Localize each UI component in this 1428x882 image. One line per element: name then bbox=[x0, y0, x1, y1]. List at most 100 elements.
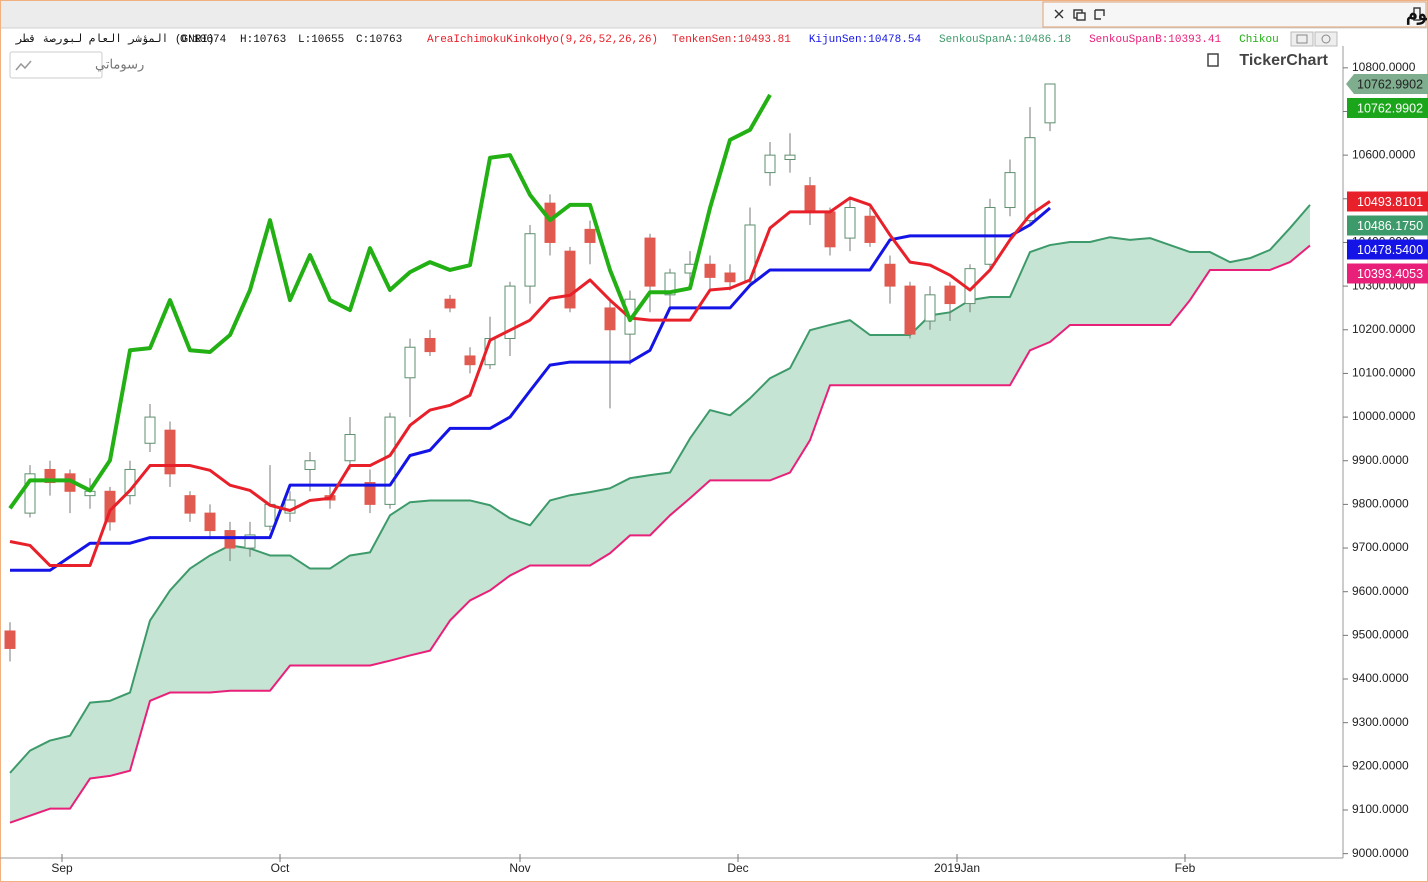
axes: 9000.0000 9100.0000 9200.0000 9300.0000 9400… bbox=[51, 60, 1428, 875]
indicator-name: AreaIchimokuKinkoHyo(9,26,52,26,26) bbox=[427, 34, 658, 46]
indicator-line bbox=[10, 206, 1051, 572]
x-tick-label: Oct bbox=[271, 861, 290, 875]
ohlc-close: C:10763 bbox=[356, 34, 402, 46]
price-tag-label: 10762.9902 bbox=[1357, 101, 1423, 115]
x-tick-label: Dec bbox=[727, 861, 748, 875]
legend-entry: SenkouSpanB:10393.41 bbox=[1089, 34, 1221, 46]
candle-body bbox=[24, 473, 36, 514]
y-tick-label: 9700.0000 bbox=[1352, 540, 1409, 554]
cloud-fill bbox=[10, 204, 1310, 823]
candle-body bbox=[464, 355, 476, 366]
price-tag bbox=[1347, 97, 1428, 118]
candle-body bbox=[544, 202, 556, 243]
title-tab bbox=[1042, 1, 1427, 28]
drawings-button-label[interactable]: رسوماتي bbox=[95, 56, 144, 72]
logo-icon bbox=[1207, 53, 1219, 67]
candle-body bbox=[564, 250, 576, 309]
panel-button-icon bbox=[1296, 34, 1308, 44]
price-tag bbox=[1347, 239, 1428, 260]
y-tick-label: 10100.0000 bbox=[1352, 366, 1416, 380]
candle-body bbox=[184, 495, 196, 514]
candle-body bbox=[764, 154, 776, 174]
y-tick-label: 10200.0000 bbox=[1352, 322, 1416, 336]
legend-entry: KijunSen:10478.54 bbox=[809, 34, 922, 46]
candle-body bbox=[744, 224, 756, 283]
candle-body bbox=[424, 337, 436, 353]
candle-body bbox=[1044, 83, 1056, 124]
close-icon[interactable] bbox=[1054, 9, 1064, 19]
settings-button[interactable] bbox=[1314, 31, 1338, 47]
settings-icon bbox=[1321, 34, 1331, 44]
price-tag bbox=[1347, 215, 1428, 236]
drawings-icon bbox=[15, 60, 32, 71]
legend-entry: Chikou bbox=[1239, 34, 1279, 46]
candle-body bbox=[524, 233, 536, 287]
legend-entry: TenkenSen:10493.81 bbox=[672, 34, 791, 46]
candle-body bbox=[944, 285, 956, 305]
x-tick-label: Nov bbox=[509, 861, 530, 875]
ohlc-low: L:10655 bbox=[298, 34, 344, 46]
candle-body bbox=[4, 630, 16, 649]
candle-body bbox=[844, 207, 856, 239]
indicator-line bbox=[8, 93, 772, 510]
y-tick-label: 9500.0000 bbox=[1352, 628, 1409, 642]
candle-body bbox=[664, 272, 676, 296]
y-tick-label: 9300.0000 bbox=[1352, 715, 1409, 729]
y-tick-label: 9900.0000 bbox=[1352, 453, 1409, 467]
candle-body bbox=[304, 460, 316, 470]
plot-area bbox=[4, 83, 1311, 824]
y-tick-label: 10000.0000 bbox=[1352, 409, 1416, 423]
price-tag bbox=[1347, 191, 1428, 212]
candle-body bbox=[504, 285, 516, 339]
candle-body bbox=[824, 211, 836, 248]
candle-body bbox=[164, 429, 176, 475]
y-tick-label: 10600.0000 bbox=[1352, 147, 1416, 161]
candle-body bbox=[1024, 137, 1036, 222]
candle-body bbox=[444, 298, 456, 309]
candle-body bbox=[384, 416, 396, 505]
candle-body bbox=[224, 530, 236, 549]
candle-body bbox=[704, 263, 716, 278]
ohlc-high: H:10763 bbox=[240, 34, 286, 46]
price-tag bbox=[1346, 73, 1428, 94]
legend-entry: SenkouSpanA:10486.18 bbox=[939, 34, 1071, 46]
candle-body bbox=[44, 468, 56, 484]
y-tick-label: 9000.0000 bbox=[1352, 846, 1409, 860]
candle-body bbox=[364, 482, 376, 505]
detach-icon[interactable] bbox=[1094, 9, 1105, 20]
candle-body bbox=[584, 228, 596, 243]
candle-body bbox=[724, 272, 736, 283]
price-tag-label: 10493.8101 bbox=[1357, 195, 1423, 209]
price-tag-label: 10478.5400 bbox=[1357, 243, 1423, 257]
window-title: المؤشر العام لبورصة قطر - يوم bbox=[1406, 4, 1428, 25]
pin-icon[interactable] bbox=[1413, 7, 1421, 21]
y-tick-label: 9800.0000 bbox=[1352, 497, 1409, 511]
candle-body bbox=[884, 263, 896, 287]
candle-body bbox=[204, 512, 216, 532]
candle-body bbox=[904, 285, 916, 335]
y-tick-label: 9200.0000 bbox=[1352, 758, 1409, 772]
drawings-button[interactable] bbox=[9, 51, 103, 79]
candle-body bbox=[924, 294, 936, 322]
candle-body bbox=[404, 346, 416, 379]
candle-body bbox=[644, 237, 656, 287]
window-buttons[interactable] bbox=[1054, 7, 1421, 21]
price-tag-label: 10762.9902 bbox=[1357, 77, 1423, 91]
indicator-line bbox=[9, 196, 1051, 568]
candle-body bbox=[1004, 172, 1016, 209]
candle-body bbox=[784, 154, 796, 161]
price-tag-label: 10393.4053 bbox=[1357, 267, 1423, 281]
x-tick-label: 2019Jan bbox=[934, 861, 980, 875]
candle-body bbox=[344, 434, 356, 462]
y-tick-label: 9400.0000 bbox=[1352, 671, 1409, 685]
panel-button[interactable] bbox=[1290, 31, 1314, 47]
symbol-info: المؤشر العام لبورصة قطر (GNRI) bbox=[15, 34, 214, 46]
y-tick-label: 9600.0000 bbox=[1352, 584, 1409, 598]
candle-body bbox=[804, 185, 816, 213]
y-tick-label: 9100.0000 bbox=[1352, 802, 1409, 816]
candle-body bbox=[604, 307, 616, 331]
logo: TickerChart bbox=[1239, 52, 1328, 69]
price-tag bbox=[1347, 263, 1428, 284]
ohlc-open: O:10674 bbox=[180, 34, 227, 46]
